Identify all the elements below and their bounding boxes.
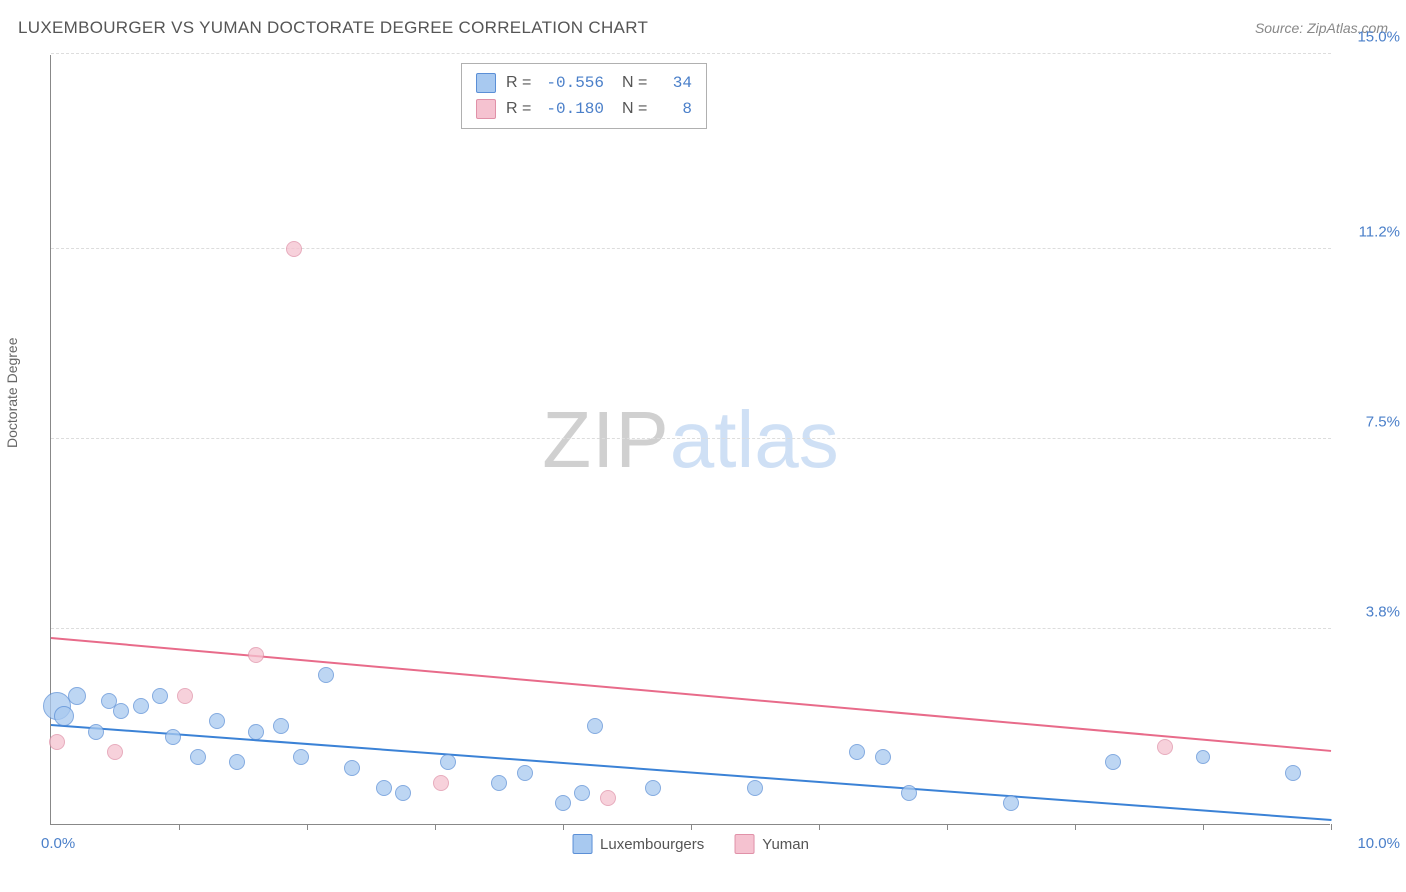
legend-swatch <box>476 99 496 119</box>
data-point-luxembourgers <box>587 718 603 734</box>
data-point-yuman <box>248 647 264 663</box>
x-tick <box>179 824 180 830</box>
data-point-luxembourgers <box>574 785 590 801</box>
legend-label: Yuman <box>762 836 809 853</box>
data-point-luxembourgers <box>440 754 456 770</box>
watermark-zip: ZIP <box>542 395 669 484</box>
x-tick <box>1075 824 1076 830</box>
x-tick <box>1331 824 1332 830</box>
y-axis-label: Doctorate Degree <box>4 337 20 448</box>
data-point-luxembourgers <box>209 713 225 729</box>
n-label: N = <box>622 100 652 118</box>
r-label: R = <box>506 100 536 118</box>
data-point-luxembourgers <box>344 760 360 776</box>
data-point-luxembourgers <box>88 724 104 740</box>
data-point-luxembourgers <box>273 718 289 734</box>
data-point-luxembourgers <box>849 744 865 760</box>
r-label: R = <box>506 74 536 92</box>
data-point-luxembourgers <box>248 724 264 740</box>
data-point-yuman <box>107 744 123 760</box>
header: LUXEMBOURGER VS YUMAN DOCTORATE DEGREE C… <box>18 18 1388 38</box>
data-point-luxembourgers <box>555 795 571 811</box>
gridline <box>51 628 1331 629</box>
x-tick <box>1203 824 1204 830</box>
plot-region: ZIPatlas R =-0.556N =34R =-0.180N =8 0.0… <box>50 55 1330 825</box>
data-point-luxembourgers <box>901 785 917 801</box>
data-point-luxembourgers <box>190 749 206 765</box>
data-point-luxembourgers <box>1285 765 1301 781</box>
x-tick <box>435 824 436 830</box>
data-point-luxembourgers <box>1003 795 1019 811</box>
data-point-luxembourgers <box>293 749 309 765</box>
x-tick <box>819 824 820 830</box>
n-value: 34 <box>662 74 692 92</box>
gridline <box>51 438 1331 439</box>
data-point-luxembourgers <box>517 765 533 781</box>
data-point-luxembourgers <box>645 780 661 796</box>
r-value: -0.180 <box>546 100 604 118</box>
y-tick-label: 11.2% <box>1340 224 1400 241</box>
data-point-luxembourgers <box>113 703 129 719</box>
chart-title: LUXEMBOURGER VS YUMAN DOCTORATE DEGREE C… <box>18 18 648 38</box>
data-point-luxembourgers <box>376 780 392 796</box>
n-label: N = <box>622 74 652 92</box>
legend-swatch <box>572 834 592 854</box>
data-point-yuman <box>286 241 302 257</box>
chart-area: ZIPatlas R =-0.556N =34R =-0.180N =8 0.0… <box>50 55 1330 825</box>
data-point-luxembourgers <box>395 785 411 801</box>
data-point-luxembourgers <box>165 729 181 745</box>
data-point-luxembourgers <box>747 780 763 796</box>
data-point-luxembourgers <box>229 754 245 770</box>
legend-item: Luxembourgers <box>572 834 704 854</box>
data-point-luxembourgers <box>152 688 168 704</box>
data-point-yuman <box>600 790 616 806</box>
y-tick-label: 15.0% <box>1340 29 1400 46</box>
data-point-luxembourgers <box>54 706 74 726</box>
data-point-luxembourgers <box>491 775 507 791</box>
stats-row: R = -0.556 N = 34 <box>476 70 692 96</box>
stats-legend-box: R = -0.556 N = 34 R = -0.180 N = 8 <box>461 63 707 129</box>
r-value: -0.556 <box>546 74 604 92</box>
y-tick-label: 7.5% <box>1340 414 1400 431</box>
stats-row: R = -0.180 N = 8 <box>476 96 692 122</box>
data-point-yuman <box>433 775 449 791</box>
data-point-luxembourgers <box>1196 750 1210 764</box>
legend-label: Luxembourgers <box>600 836 704 853</box>
trendline-yuman <box>51 637 1331 752</box>
data-point-luxembourgers <box>318 667 334 683</box>
legend-swatch <box>476 73 496 93</box>
y-tick-label: 3.8% <box>1340 603 1400 620</box>
data-point-luxembourgers <box>875 749 891 765</box>
trendline-luxembourgers <box>51 724 1331 821</box>
x-tick <box>691 824 692 830</box>
data-point-yuman <box>177 688 193 704</box>
data-point-luxembourgers <box>68 687 86 705</box>
n-value: 8 <box>662 100 692 118</box>
watermark: ZIPatlas <box>542 394 838 486</box>
legend-item: Yuman <box>734 834 809 854</box>
x-axis-max-label: 10.0% <box>1357 835 1400 852</box>
x-tick <box>307 824 308 830</box>
data-point-luxembourgers <box>133 698 149 714</box>
x-tick <box>947 824 948 830</box>
data-point-yuman <box>1157 739 1173 755</box>
data-point-yuman <box>49 734 65 750</box>
data-point-luxembourgers <box>1105 754 1121 770</box>
bottom-legend: Luxembourgers Yuman <box>572 834 809 854</box>
x-tick <box>563 824 564 830</box>
gridline <box>51 53 1331 54</box>
x-axis-min-label: 0.0% <box>41 835 75 852</box>
watermark-atlas: atlas <box>670 395 839 484</box>
legend-swatch <box>734 834 754 854</box>
gridline <box>51 248 1331 249</box>
